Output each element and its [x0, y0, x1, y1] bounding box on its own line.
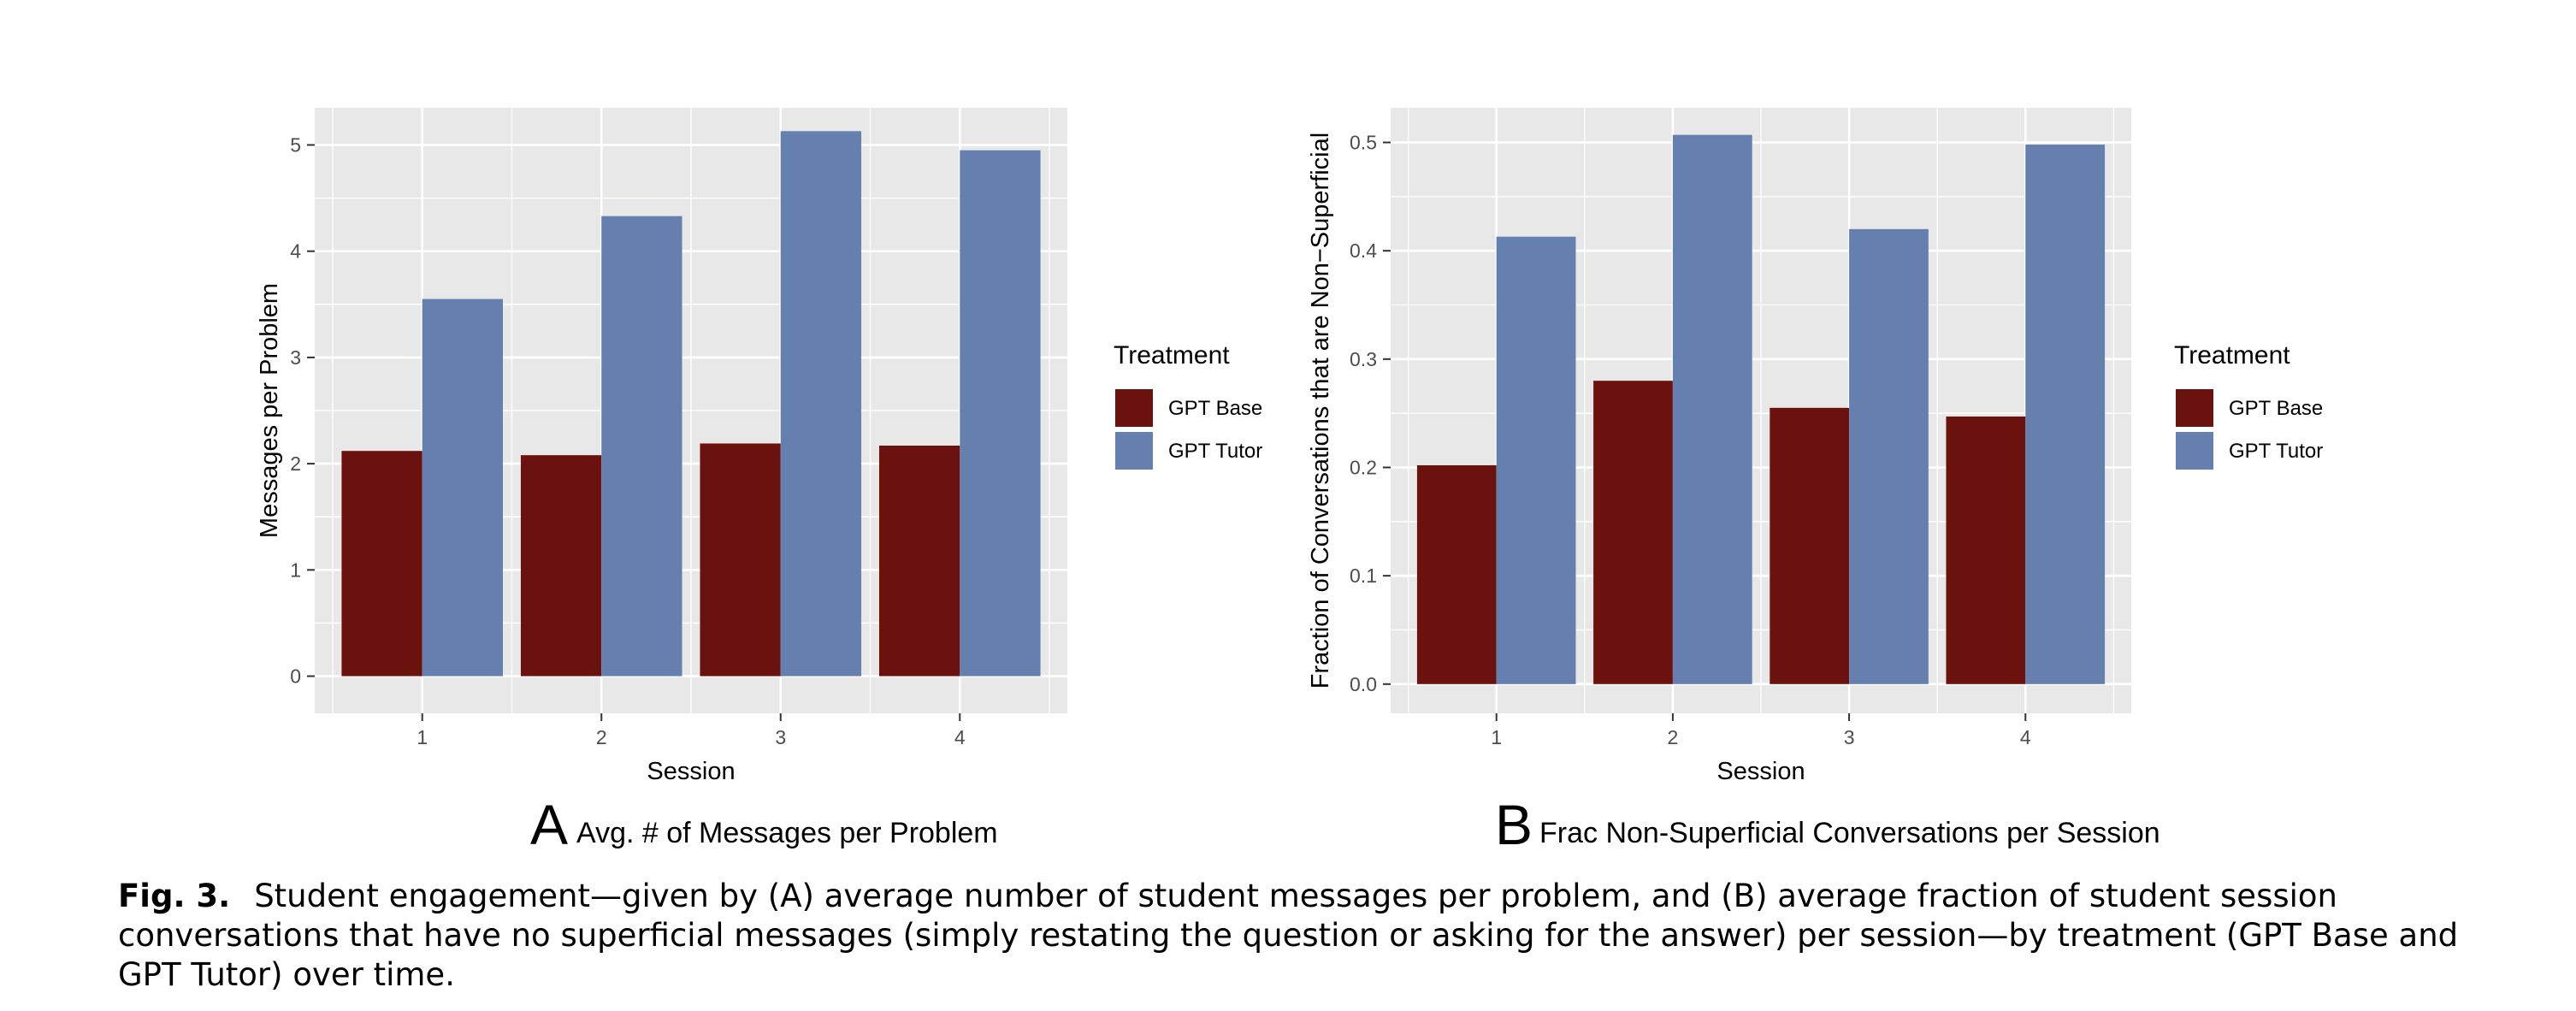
- panel-a-x-tick-label: 1: [417, 726, 428, 748]
- panel-b-bar-gpt-tutor: [2025, 145, 2106, 684]
- panel-b-bar-gpt-base: [1770, 407, 1850, 684]
- panel-b-y-tick-label: 0.5: [1350, 132, 1377, 154]
- panel-b-legend-title: Treatment: [2174, 341, 2290, 370]
- figure-caption: Fig. 3. Student engagement—given by (A) a…: [118, 877, 2513, 995]
- panel-a-bar-gpt-base: [520, 455, 602, 677]
- panel-a-bar-gpt-tutor: [960, 150, 1041, 677]
- panel-a-y-tick-label: 3: [290, 346, 301, 369]
- panel-b-bar-gpt-base: [1593, 381, 1673, 684]
- panel-b-legend-key-gpt-tutor: [2176, 432, 2213, 470]
- panel-a-bar-gpt-tutor: [422, 299, 503, 677]
- panel-b-bar-gpt-base: [1416, 464, 1497, 684]
- caption-label: Fig. 3.: [118, 878, 231, 914]
- panel-b-bar-gpt-base: [1946, 416, 2026, 684]
- panel-b-x-tick-label: 3: [1844, 726, 1855, 748]
- panel-b-x-tick-label: 4: [2020, 726, 2031, 748]
- panel-a-bar-gpt-base: [341, 451, 422, 677]
- panel-b-y-tick-label: 0.4: [1350, 239, 1377, 262]
- panel-b-panel-letter: B: [1495, 793, 1533, 856]
- panel-b-panel-title: Frac Non-Superficial Conversations per S…: [1539, 817, 2160, 849]
- panel-b-y-tick-label: 0.2: [1350, 456, 1377, 478]
- panel-a-legend-key-gpt-tutor: [1115, 432, 1153, 470]
- panel-a-x-tick-label: 3: [775, 726, 786, 748]
- panel-a-x-axis-title: Session: [647, 758, 735, 785]
- panel-b-legend-key-gpt-base: [2176, 389, 2213, 427]
- panel-a-y-tick-label: 5: [290, 133, 301, 156]
- panel-a-y-tick-label: 2: [290, 452, 301, 475]
- panel-a-legend-key-gpt-base: [1115, 389, 1153, 427]
- panel-a-bar-gpt-tutor: [601, 216, 682, 677]
- panel-b-bar-gpt-tutor: [1849, 228, 1929, 684]
- panel-b-bar-gpt-tutor: [1672, 134, 1752, 684]
- panel-b-x-tick-label: 1: [1491, 726, 1502, 748]
- panel-a-x-tick-label: 4: [954, 726, 966, 748]
- panel-a-legend-label-gpt-tutor: GPT Tutor: [1168, 440, 1262, 463]
- panel-b-legend-label-gpt-tutor: GPT Tutor: [2229, 440, 2323, 463]
- panel-b-y-tick-label: 0.0: [1350, 673, 1377, 695]
- panel-a-bar-gpt-base: [879, 445, 960, 677]
- panel-b-y-tick-label: 0.3: [1350, 348, 1377, 370]
- panel-b-y-tick-label: 0.1: [1350, 565, 1377, 587]
- panel-b-bar-gpt-tutor: [1496, 236, 1576, 684]
- panel-a-y-tick-label: 0: [290, 665, 301, 688]
- panel-a-x-tick-label: 2: [596, 726, 607, 748]
- panel-a-bar-gpt-base: [700, 443, 781, 677]
- panel-b-x-tick-label: 2: [1668, 726, 1679, 748]
- panel-a-y-axis-title: Messages per Problem: [256, 283, 283, 538]
- panel-a-y-tick-label: 1: [290, 559, 301, 581]
- panel-a-legend-title: Treatment: [1114, 341, 1230, 370]
- panel-a-panel-title: Avg. # of Messages per Problem: [576, 817, 998, 849]
- panel-b-y-axis-title: Fraction of Conversations that are Non−S…: [1307, 133, 1334, 689]
- panel-a-y-tick-label: 4: [290, 240, 301, 263]
- panel-b-x-axis-title: Session: [1716, 758, 1805, 785]
- caption-text: Student engagement—given by (A) average …: [118, 878, 2459, 993]
- panel-a-legend-label-gpt-base: GPT Base: [1168, 397, 1262, 420]
- panel-a-bar-gpt-tutor: [780, 131, 862, 677]
- panel-b-legend-label-gpt-base: GPT Base: [2229, 397, 2323, 420]
- panel-a-panel-letter: A: [530, 793, 568, 856]
